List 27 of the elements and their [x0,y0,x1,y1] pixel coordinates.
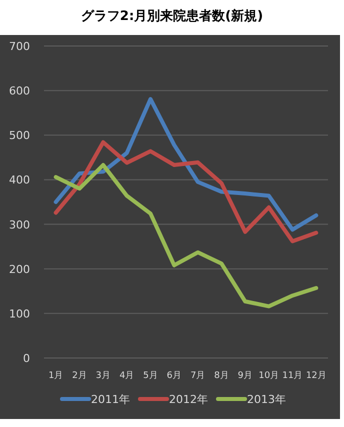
legend-label: 2012年 [169,393,208,406]
x-tick-label: 11月 [282,371,303,381]
x-tick-label: 8月 [214,371,229,381]
legend-label: 2013年 [247,393,286,406]
line-series [54,163,318,308]
x-tick-label: 1月 [48,371,64,381]
x-tick-label: 9月 [238,371,253,381]
x-tick-label: 12月 [306,371,326,381]
y-tick-label: 200 [9,262,30,276]
x-tick-label: 10月 [258,371,280,381]
line-series [54,97,318,232]
title: グラフ2:月別来院患者数(新規) [80,9,264,24]
legend-label: 2011年 [91,393,130,406]
line-series [54,140,318,244]
x-tick-label: 6月 [166,371,182,381]
y-tick-label: 100 [9,307,30,320]
x-tick-label: 4月 [119,371,134,381]
x-tick-label: 2月 [72,371,87,381]
y-tick-label: 500 [9,129,30,142]
x-tick-label: 7月 [190,371,206,381]
y-tick-label: 0 [23,352,30,365]
x-tick-label: 5月 [143,371,158,381]
y-tick-label: 400 [9,174,30,187]
y-tick-label: 700 [9,40,30,53]
x-tick-label: 3月 [96,371,111,381]
y-tick-label: 300 [9,218,30,232]
y-tick-label: 600 [9,84,30,98]
